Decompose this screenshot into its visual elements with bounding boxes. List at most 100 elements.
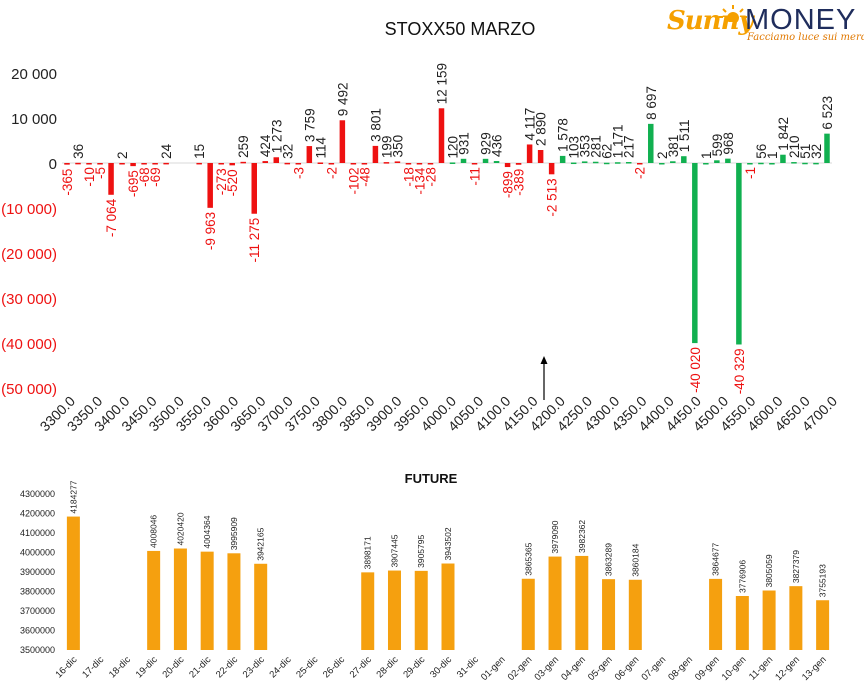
data-label: 3860184 <box>630 543 640 576</box>
bar <box>97 163 103 165</box>
bar <box>625 162 632 164</box>
bar <box>141 163 147 165</box>
data-label: 199 <box>379 136 394 159</box>
x-tick-label: 13-gen <box>800 654 829 683</box>
x-tick-label: 21-dic <box>187 654 213 680</box>
data-label: 3755193 <box>818 564 828 597</box>
data-label: 3863289 <box>604 543 614 576</box>
data-label: 36 <box>71 144 86 159</box>
bar <box>66 516 80 650</box>
data-label: 4004364 <box>202 515 212 548</box>
x-tick-label: 30-dic <box>428 654 454 680</box>
bar <box>709 578 723 650</box>
bar <box>789 586 803 650</box>
bar <box>548 163 555 175</box>
bar <box>130 163 136 167</box>
data-label: 3943502 <box>443 527 453 560</box>
y-tick-label: 20 000 <box>11 66 57 83</box>
bar <box>405 163 412 165</box>
data-label: 4184277 <box>68 480 78 513</box>
data-label: -28 <box>423 167 438 187</box>
data-label: 56 <box>754 144 769 159</box>
data-label: -3 <box>291 167 306 179</box>
bar <box>306 146 313 163</box>
bar <box>240 161 246 164</box>
x-tick-label: 03-gen <box>532 654 561 683</box>
bar <box>64 163 70 165</box>
data-label: 6 523 <box>820 96 835 130</box>
bar <box>762 590 776 650</box>
data-label: -899 <box>501 171 516 198</box>
data-label: 2 <box>115 151 130 159</box>
y-tick-label: (30 000) <box>1 291 57 308</box>
bar <box>147 550 161 650</box>
data-label: -1 <box>743 167 758 179</box>
bar <box>414 570 428 650</box>
chart-title: STOXX50 MARZO <box>385 19 536 39</box>
bar <box>692 163 698 344</box>
data-label: 3 801 <box>368 108 383 142</box>
data-label: 15 <box>192 144 207 159</box>
data-label: 9 492 <box>335 82 350 116</box>
data-label: 3942165 <box>256 527 266 560</box>
x-tick-label: 02-gen <box>506 654 535 683</box>
bar <box>273 157 280 163</box>
data-labels: -365 36 -10-5 -7 064 2 -695-68-69 24 15 -9 963 -2… <box>60 63 835 394</box>
bar <box>383 162 390 164</box>
x-tick-label: 08-gen <box>666 654 695 683</box>
bar <box>284 162 291 165</box>
data-label: -2 513 <box>545 178 560 216</box>
bar <box>681 156 687 163</box>
x-axis: 3300.03350.03400.03450.03500.03550.03600… <box>37 393 841 435</box>
data-label: 929 <box>479 132 494 155</box>
y-tick-label: 10 000 <box>11 111 57 128</box>
bar <box>449 162 456 164</box>
data-label: -11 <box>468 167 483 186</box>
bar <box>427 163 434 165</box>
bar <box>361 163 368 165</box>
data-label: -40 020 <box>688 347 703 393</box>
data-label: 4 117 <box>523 108 538 141</box>
bar <box>438 108 445 163</box>
y-tick-label: 0 <box>49 156 57 173</box>
bar <box>659 162 665 165</box>
bar <box>575 555 589 650</box>
x-tick-label: 25-dic <box>294 654 320 680</box>
bar <box>119 162 125 165</box>
bar <box>227 553 241 650</box>
bar <box>725 158 731 163</box>
bar <box>747 163 753 165</box>
bar <box>262 161 269 163</box>
y-tick-label: (20 000) <box>1 246 57 263</box>
bar <box>813 162 819 165</box>
arrow-head <box>540 356 548 364</box>
y-tick-label: (50 000) <box>1 381 57 398</box>
data-label: 2 <box>655 151 670 159</box>
bar <box>614 162 621 164</box>
bar <box>387 570 401 650</box>
x-tick-label: 04-gen <box>559 654 588 683</box>
data-label: -18 <box>401 167 416 187</box>
x-tick-label: 01-gen <box>479 654 508 683</box>
y-tick-label: 4300000 <box>20 489 55 499</box>
data-label: -11 275 <box>247 218 262 263</box>
bar <box>372 145 379 163</box>
data-label: -273 <box>214 168 229 195</box>
bar <box>482 158 489 163</box>
y-axis: 20 000 10 000 0 (10 000) (20 000) (30 000) (40… <box>1 66 57 398</box>
y-tick-label: (40 000) <box>1 336 57 353</box>
bar <box>515 163 522 165</box>
chart-title: FUTURE <box>405 471 458 486</box>
bar <box>735 596 749 650</box>
bar <box>339 120 346 163</box>
x-tick-label: 11-gen <box>747 654 775 682</box>
bar <box>163 162 169 165</box>
x-tick-label: 23-dic <box>241 654 267 680</box>
data-label: -695 <box>126 170 141 197</box>
data-label: 3982362 <box>577 520 587 553</box>
x-tick-label: 28-dic <box>375 654 401 680</box>
stoxx50-options-chart: STOXX50 MARZO 20 000 10 000 0 (10 000) (20 0… <box>1 19 841 435</box>
x-tick-label: 12-gen <box>773 654 802 683</box>
bar <box>251 163 257 214</box>
data-label: 931 <box>457 132 472 155</box>
